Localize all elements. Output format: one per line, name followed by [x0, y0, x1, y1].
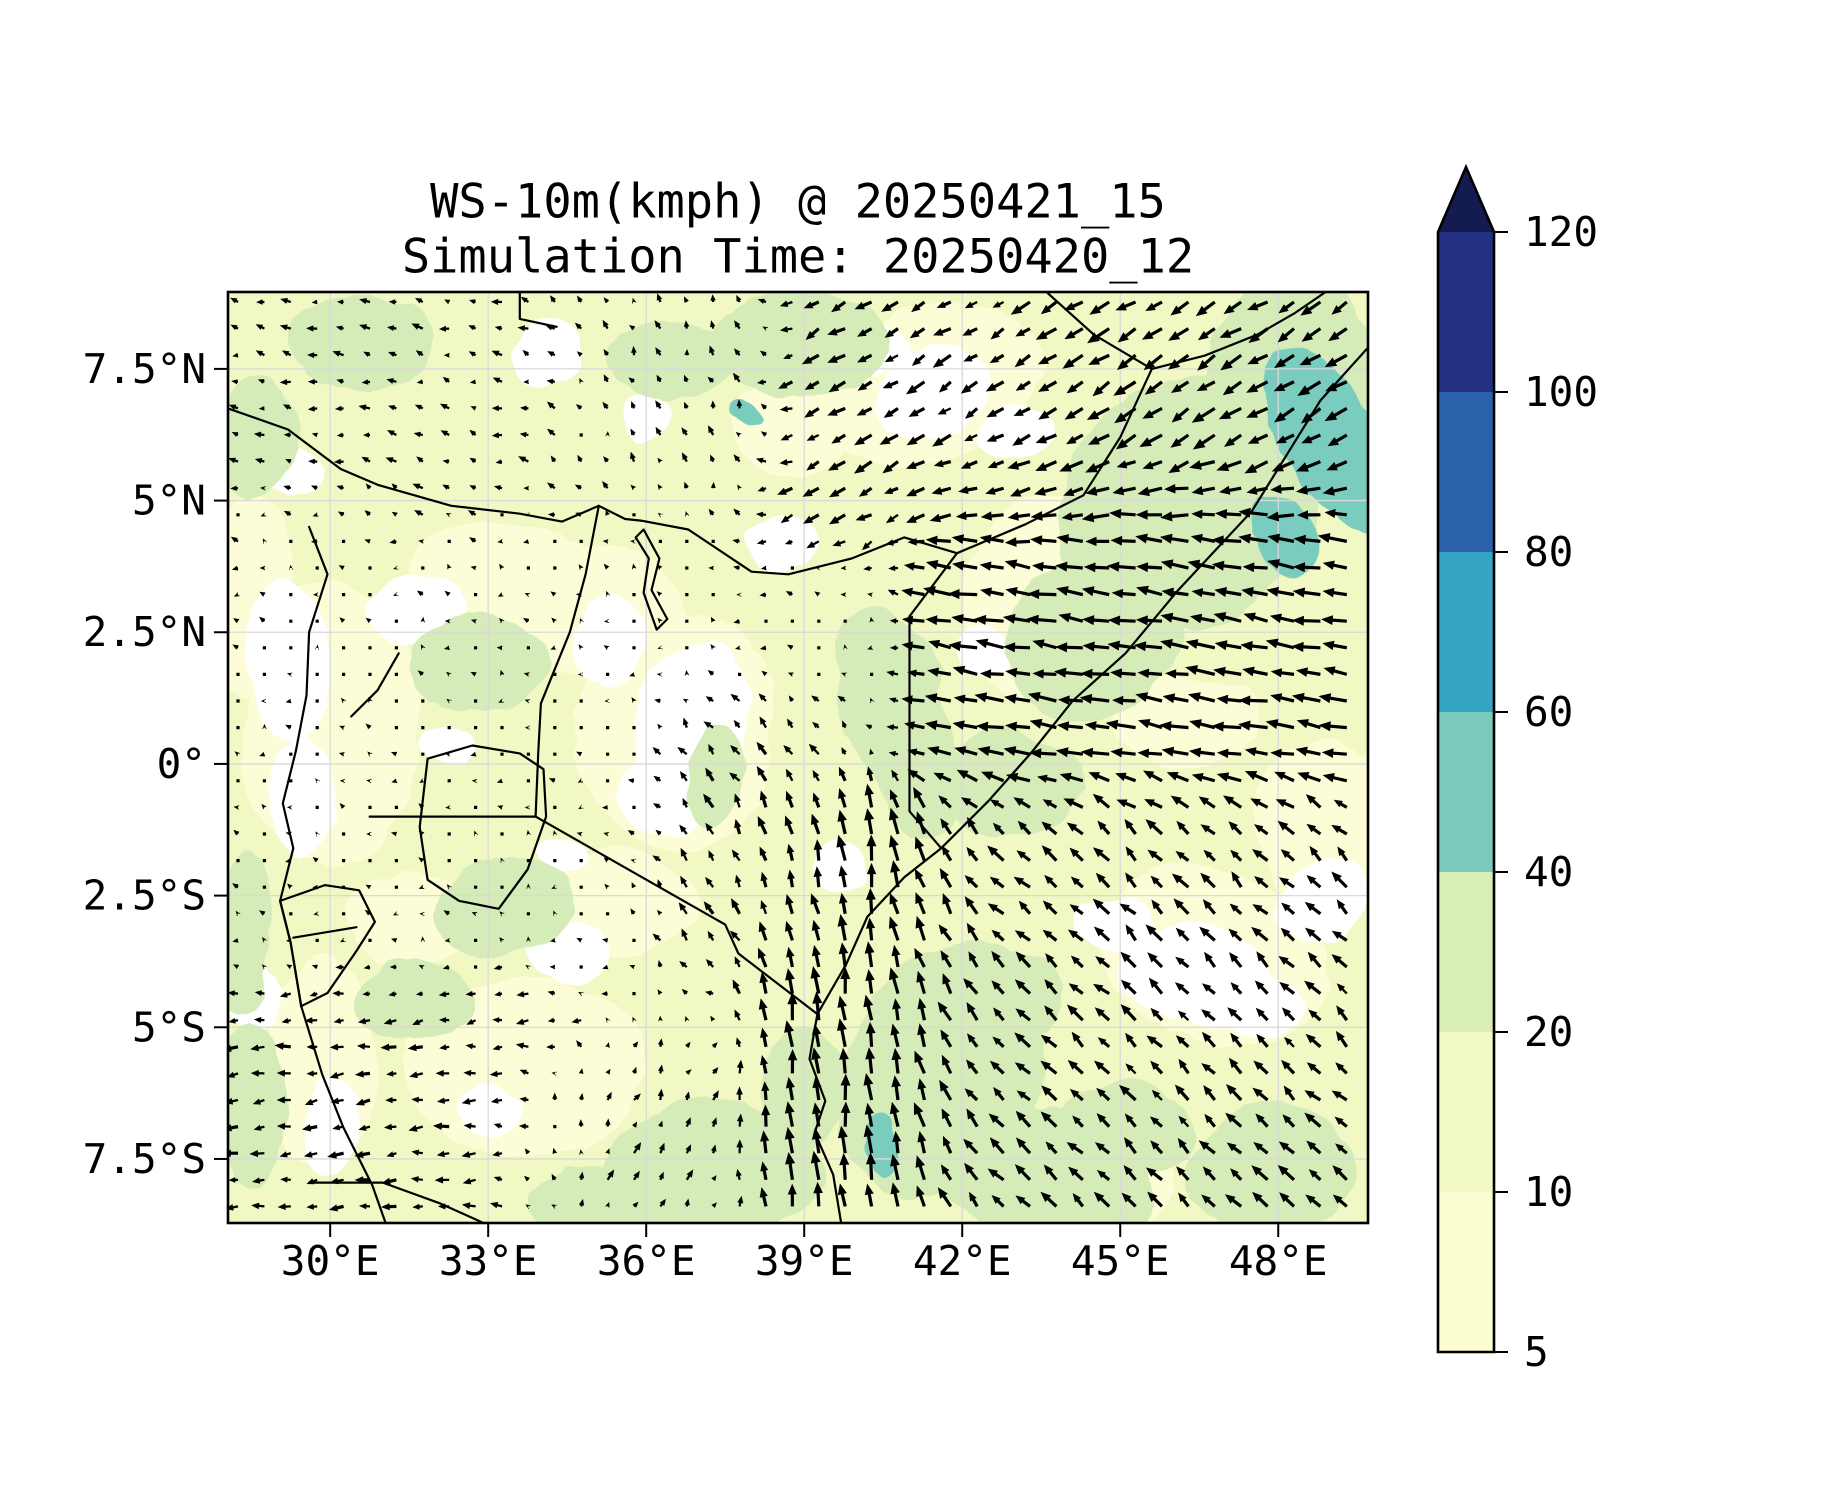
colorbar-tick-label: 20: [1524, 1008, 1573, 1056]
border-uganda-kenya: [534, 504, 600, 818]
y-tick-label: 5°S: [132, 1003, 206, 1051]
windspeed-patch-white: [978, 405, 1052, 459]
border-tanzania-zambia: [308, 1181, 484, 1223]
map-clipped-content: [228, 292, 1368, 1223]
windspeed-patch-green: [288, 295, 436, 390]
colorbar-tick-label: 80: [1524, 528, 1573, 576]
border-kenya-somalia: [908, 552, 959, 850]
border-coastline: [808, 346, 1368, 1223]
colorbar-outline: [1436, 163, 1496, 1354]
windspeed-patch-teal: [730, 400, 763, 427]
colorbar: 120 100 80 60 40 20 10 5: [1436, 163, 1598, 1376]
colorbar-segment: [1438, 232, 1494, 392]
colorbar-segment: [1438, 712, 1494, 872]
x-tick-label: 42°E: [913, 1237, 1012, 1285]
x-tick-label: 36°E: [597, 1237, 696, 1285]
x-tick-label: 45°E: [1071, 1237, 1170, 1285]
x-tick-label: 48°E: [1229, 1237, 1328, 1285]
axes-ticks-and-labels: 30°E 33°E 36°E 39°E 42°E 45°E 48°E 7.5°N 5°N 2.5°…: [83, 345, 1328, 1285]
y-tick-label: 5°N: [132, 477, 206, 525]
windspeed-patch-green: [1006, 555, 1181, 720]
border-drc-rift: [279, 525, 387, 1223]
windspeed-patch-green: [435, 858, 573, 954]
colorbar-tick-label: 100: [1524, 368, 1598, 416]
border-ogaden: [955, 367, 1153, 555]
colorbar-segment: [1438, 552, 1494, 712]
y-tick-label: 2.5°S: [83, 872, 206, 920]
windspeed-patch-white: [514, 326, 589, 390]
border-kenya-ethiopia: [639, 519, 959, 576]
x-tick-label: 30°E: [281, 1237, 380, 1285]
windspeed-patch-green: [951, 953, 1058, 1038]
windspeed-patch-white: [812, 840, 871, 888]
colorbar-tick-label: 5: [1524, 1328, 1549, 1376]
border-rwanda-burundi-divide: [292, 926, 358, 939]
windspeed-patch-green: [530, 1164, 689, 1223]
windspeed-patch-green: [609, 316, 736, 401]
windspeed-patch-green: [409, 616, 547, 712]
y-tick-label: 2.5°N: [83, 608, 206, 656]
colorbar-segment: [1438, 1032, 1494, 1192]
windspeed-patch-green: [356, 958, 473, 1043]
border-kenya-tanzania: [534, 815, 819, 1016]
border-lake-albert-line: [350, 652, 400, 718]
x-tick-label: 33°E: [439, 1237, 538, 1285]
y-tick-label: 7.5°N: [83, 345, 206, 393]
windspeed-patch-white: [874, 344, 998, 436]
graticule: [228, 292, 1368, 1223]
border-rwanda-burundi: [279, 884, 376, 1008]
y-tick-label: 0°: [157, 740, 206, 788]
plot-title-line2: Simulation Time: 20250420_12: [402, 230, 1194, 285]
windspeed-patch-green: [228, 374, 299, 501]
axis-tick-marks: [214, 367, 1280, 1237]
windspeed-patch-green: [1057, 1085, 1194, 1180]
border-sudan-corner: [518, 292, 558, 328]
windspeed-patch-green: [685, 727, 744, 822]
colorbar-segment: [1438, 1192, 1494, 1352]
windspeed-patch-white: [614, 753, 710, 838]
colorbar-tick-label: 10: [1524, 1168, 1573, 1216]
windspeed-patch-white: [272, 742, 336, 859]
colorbar-tick-label: 40: [1524, 848, 1573, 896]
outline-lake-victoria: [418, 744, 548, 910]
colorbar-tick-label: 120: [1524, 208, 1598, 256]
plot-title-line1: WS-10m(kmph) @ 20250421_15: [430, 175, 1166, 230]
windspeed-patch-white: [741, 516, 815, 569]
windspeed-patch-white: [245, 579, 331, 749]
windspeed-patch-white: [1072, 892, 1158, 951]
windspeed-patch-white: [951, 629, 1015, 677]
windspeed-patch-white: [572, 595, 647, 691]
colorbar-segment: [1438, 872, 1494, 1032]
windspeed-patch-green: [228, 848, 273, 1017]
colorbar-over-arrow: [1438, 167, 1494, 232]
windspeed-patch-green: [1188, 1106, 1358, 1223]
windspeed-patch-white: [419, 727, 473, 770]
windspeed-patch-pale: [730, 379, 857, 475]
x-tick-label: 39°E: [755, 1237, 854, 1285]
map-frame: [226, 290, 1370, 1225]
windspeed-patch-white: [1273, 864, 1368, 938]
wind-arrow-field: [228, 293, 1349, 1212]
y-tick-label: 7.5°S: [83, 1135, 206, 1183]
colorbar-tick-label: 60: [1524, 688, 1573, 736]
windspeed-patch-green: [839, 604, 959, 840]
windspeed-patch-white: [538, 837, 586, 880]
outline-lake-turkana: [634, 528, 669, 631]
map-area: [226, 290, 1370, 1225]
colorbar-segment: [1438, 392, 1494, 552]
windspeed-patch-green: [228, 1027, 289, 1186]
border-south-sudan-chain: [228, 407, 642, 523]
